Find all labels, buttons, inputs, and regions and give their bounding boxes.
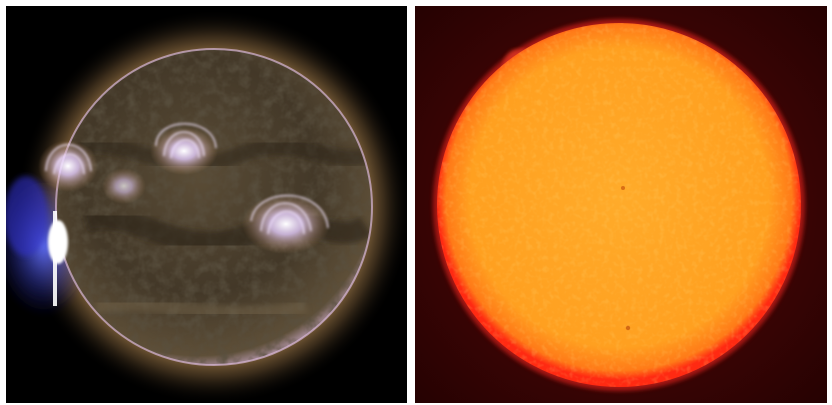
active-region-loops — [38, 123, 330, 254]
flare — [48, 211, 68, 306]
sun-h-alpha-image-panel — [415, 6, 827, 403]
h-alpha-disk — [437, 23, 801, 387]
sun-h-alpha-image — [415, 6, 827, 403]
sun-euv-image — [6, 9, 407, 403]
sun-euv-image-panel — [6, 6, 407, 403]
